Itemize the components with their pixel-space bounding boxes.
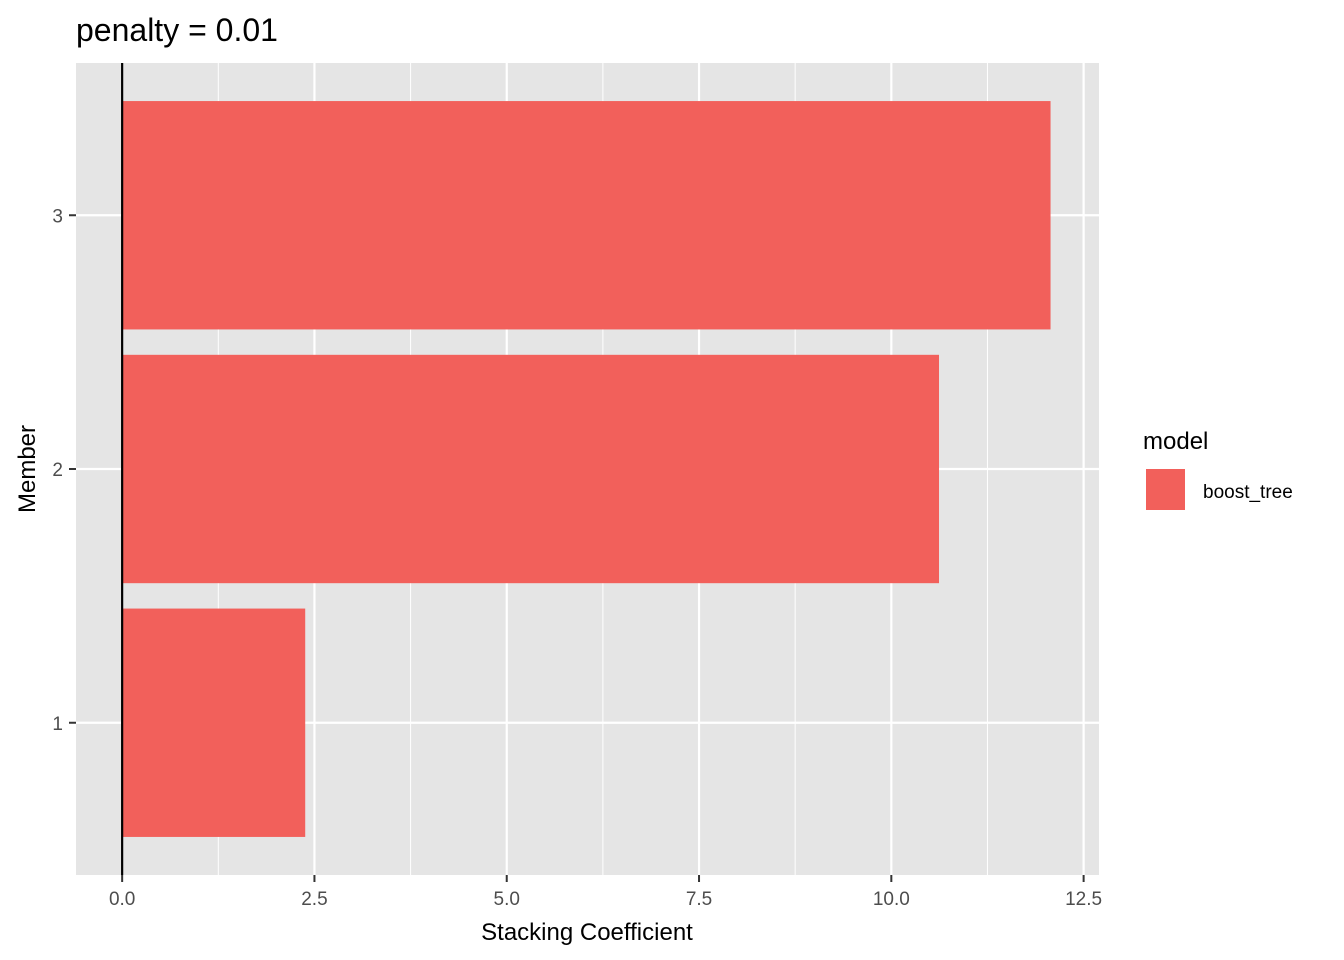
bar-member-3 [122,101,1051,330]
x-tick-label: 0.0 [109,889,135,910]
bar-member-2 [122,354,940,584]
y-axis: 1 2 3 [52,206,76,735]
y-tick-label: 2 [52,460,63,481]
bars [122,101,1051,837]
y-tick-label: 3 [52,206,63,227]
y-axis-title: Member [14,425,41,513]
x-tick-label: 12.5 [1065,889,1102,910]
legend: model boost_tree [1143,428,1293,512]
legend-title: model [1143,428,1208,455]
y-tick-label: 1 [52,714,63,735]
x-axis: 0.0 2.5 5.0 7.5 10.0 12.5 [109,875,1102,910]
legend-key-boost-tree [1144,467,1187,512]
bar-member-1 [122,608,306,837]
x-tick-label: 5.0 [494,889,520,910]
x-tick-label: 2.5 [301,889,327,910]
x-axis-title: Stacking Coefficient [481,919,693,946]
x-tick-label: 7.5 [686,889,712,910]
legend-label-boost-tree: boost_tree [1203,482,1293,503]
chart-title: penalty = 0.01 [76,12,278,48]
x-tick-label: 10.0 [873,889,910,910]
